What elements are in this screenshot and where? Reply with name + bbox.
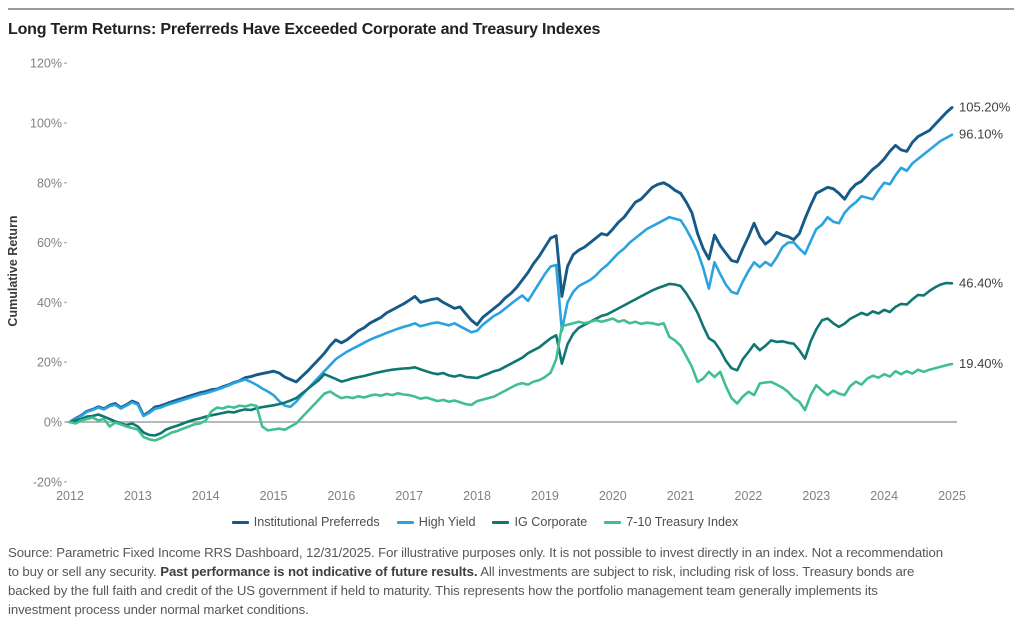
legend-item-institutional-preferreds: Institutional Preferreds <box>231 515 380 529</box>
series-line-ig-corporate <box>68 281 954 437</box>
y-tick-label: 80% <box>37 176 62 190</box>
line-swatch-icon <box>231 520 249 524</box>
x-tick-label: 2013 <box>124 489 152 503</box>
line-swatch-icon <box>492 520 510 524</box>
y-tick-label: 0% <box>44 416 62 430</box>
x-tick-label: 2024 <box>870 489 898 503</box>
chart-title: Long Term Returns: Preferreds Have Excee… <box>8 21 601 38</box>
x-tick-label: 2021 <box>667 489 695 503</box>
footer-line: investment process under normal market c… <box>8 602 309 617</box>
top-divider <box>8 8 1014 10</box>
y-axis-title: Cumulative Return <box>6 215 20 326</box>
x-tick-label: 2022 <box>735 489 763 503</box>
legend-item-high-yield: High Yield <box>396 515 476 529</box>
y-tick-label: 100% <box>30 117 62 131</box>
x-tick-label: 2012 <box>56 489 84 503</box>
x-tick-label: 2023 <box>802 489 830 503</box>
series-line-7-10-treasury-index <box>68 317 954 442</box>
disclosure-text: Source: Parametric Fixed Income RRS Dash… <box>8 543 1018 619</box>
series-line-institutional-preferreds <box>68 106 954 424</box>
x-tick-label: 2020 <box>599 489 627 503</box>
returns-line-chart: 120% 100% 80% 60% 40% 20% 0% -20%2012 2013 2014 20… <box>6 57 1011 503</box>
x-tick-label: 2025 <box>938 489 966 503</box>
line-swatch-icon <box>604 520 622 524</box>
y-tick-label: 60% <box>37 236 62 250</box>
series-end-label: 96.10% <box>959 127 1004 142</box>
y-tick-label: 20% <box>37 356 62 370</box>
series-end-label: 19.40% <box>959 356 1004 371</box>
line-swatch-icon <box>396 520 414 524</box>
legend-label: Institutional Preferreds <box>253 515 380 529</box>
footer-line: Source: Parametric Fixed Income RRS Dash… <box>8 545 943 560</box>
x-tick-label: 2016 <box>327 489 355 503</box>
series-end-label: 105.20% <box>959 99 1011 114</box>
chart-legend: Institutional Preferreds High Yield IG C… <box>0 515 997 529</box>
x-tick-label: 2017 <box>395 489 423 503</box>
legend-item-treasury-index: 7-10 Treasury Index <box>604 515 738 529</box>
x-tick-label: 2018 <box>463 489 491 503</box>
y-tick-label: -20% <box>33 475 62 489</box>
footer-line: All investments are subject to risk, inc… <box>477 564 915 579</box>
series-line-high-yield <box>68 133 954 424</box>
legend-label: 7-10 Treasury Index <box>626 515 739 529</box>
legend-item-ig-corporate: IG Corporate <box>492 515 587 529</box>
series-end-label: 46.40% <box>959 275 1004 290</box>
x-tick-label: 2015 <box>260 489 288 503</box>
x-tick-label: 2014 <box>192 489 220 503</box>
y-tick-label: 120% <box>30 57 62 71</box>
y-tick-label: 40% <box>37 296 62 310</box>
footer-bold-warning: Past performance is not indicative of fu… <box>160 564 478 579</box>
legend-label: IG Corporate <box>514 515 588 529</box>
footer-line: to buy or sell any security. <box>8 564 161 579</box>
footer-line: backed by the full faith and credit of t… <box>8 583 878 598</box>
x-tick-label: 2019 <box>531 489 559 503</box>
legend-label: High Yield <box>418 515 476 529</box>
